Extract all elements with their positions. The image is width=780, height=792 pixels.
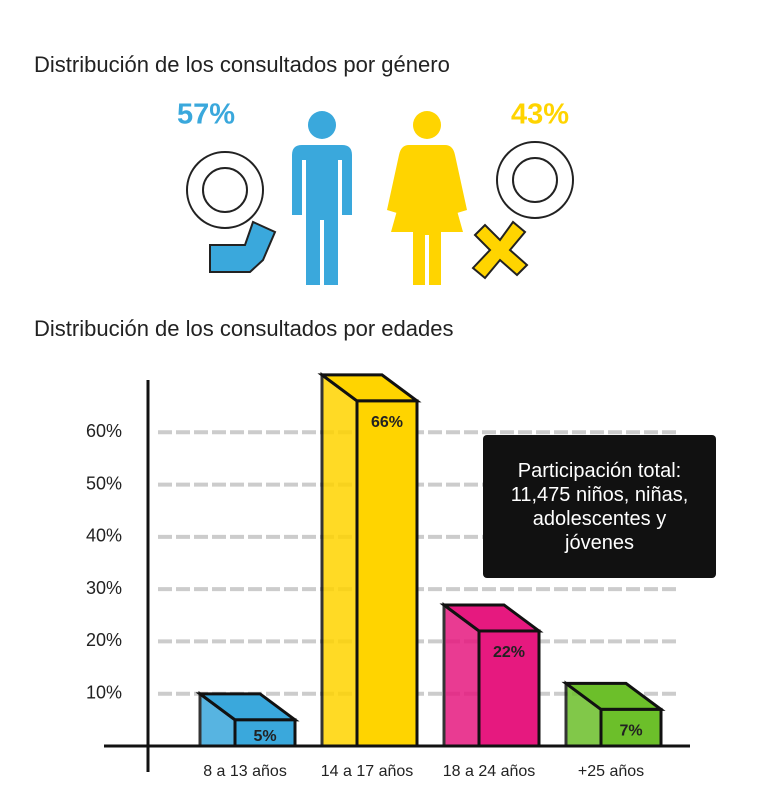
bar	[355, 399, 419, 748]
symbol-inner	[202, 167, 248, 213]
value-label: 7%	[619, 723, 642, 740]
y-tick-label: 50%	[86, 473, 122, 493]
body	[387, 145, 467, 285]
y-tick-label: 40%	[86, 526, 122, 546]
x-tick-label: 14 a 17 años	[321, 763, 414, 780]
symbol-ring	[496, 141, 574, 219]
x-tick-label: 8 a 13 años	[203, 763, 287, 780]
male-symbol	[186, 151, 277, 273]
annotation: Participación total: 11,475 niños, niñas…	[483, 435, 716, 578]
body	[292, 145, 352, 285]
value-label: 5%	[253, 728, 276, 745]
symbol-ring	[186, 151, 264, 229]
chart-title: Distribución de los consultados por edad…	[34, 316, 453, 341]
value-label: 66%	[371, 414, 403, 431]
value-label: 22%	[493, 644, 525, 661]
x-tick-label: +25 años	[578, 763, 644, 780]
head	[413, 111, 441, 139]
x-tick-label: 18 a 24 años	[443, 763, 536, 780]
percent-label: 43%	[511, 99, 569, 131]
y-tick-label: 20%	[86, 630, 122, 650]
y-tick-label: 60%	[86, 421, 122, 441]
bar	[477, 629, 541, 748]
female-symbol	[471, 141, 574, 280]
bar-side	[320, 371, 359, 748]
symbol-arrow	[209, 220, 277, 273]
chart-title: Distribución de los consultados por géne…	[34, 52, 450, 77]
symbol-inner	[512, 157, 558, 203]
male-figure	[292, 111, 352, 285]
symbol-cross	[471, 220, 529, 280]
y-tick-label: 30%	[86, 578, 122, 598]
female-figure	[387, 111, 467, 285]
y-tick-label: 10%	[86, 682, 122, 702]
bar	[599, 707, 663, 748]
percent-label: 57%	[177, 99, 235, 131]
head	[308, 111, 336, 139]
